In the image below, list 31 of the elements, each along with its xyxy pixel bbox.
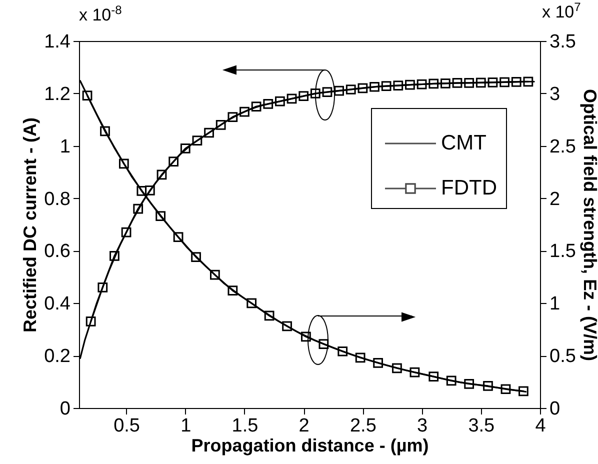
y-tick-label: 1.4 xyxy=(44,32,71,52)
y-tick-label: 1 xyxy=(60,136,70,158)
y-axis-title: Rectified DC current - (A) xyxy=(20,117,40,333)
y-tick-label: 1.2 xyxy=(44,84,70,105)
legend-label: CMT xyxy=(441,132,487,154)
x-tick-label: 0.5 xyxy=(114,416,140,436)
x-axis-title: Propagation distance - (µm) xyxy=(191,436,429,456)
y-tick-label: 0.2 xyxy=(44,346,70,368)
y2-tick-label: 1.5 xyxy=(550,241,576,262)
y2-tick-label: 1 xyxy=(550,294,560,315)
x-tick-label: 3.5 xyxy=(468,416,495,436)
x-tick-label: 2.5 xyxy=(350,416,376,436)
y-tick-label: 0.6 xyxy=(44,241,70,262)
text: x 10$^{-8}$ xyxy=(79,3,122,26)
y2-tick-label: 3 xyxy=(550,84,560,105)
x-tick-label: 1 xyxy=(180,416,192,436)
x-tick-label: 4 xyxy=(535,416,546,436)
y2-tick-label: 2 xyxy=(550,188,560,210)
y-tick-label: 0.8 xyxy=(44,188,70,210)
x-tick-label: 3 xyxy=(417,416,428,436)
y2-tick-label: 3.5 xyxy=(550,32,576,52)
y-tick-label: 0.4 xyxy=(44,294,71,315)
text: x 10$^{7}$ xyxy=(542,0,581,23)
x-tick-label: 1.5 xyxy=(232,416,258,436)
y2-tick-label: 2.5 xyxy=(550,136,576,158)
x-tick-label: 2 xyxy=(298,416,310,436)
y2-tick-label: 0 xyxy=(550,398,560,420)
y-tick-label: 0 xyxy=(60,398,70,420)
y2-tick-label: 0.5 xyxy=(550,346,576,368)
y2-axis-title: Optical field strength, Ez - (V/m) xyxy=(580,88,598,362)
legend-label: FDTD xyxy=(441,176,497,200)
